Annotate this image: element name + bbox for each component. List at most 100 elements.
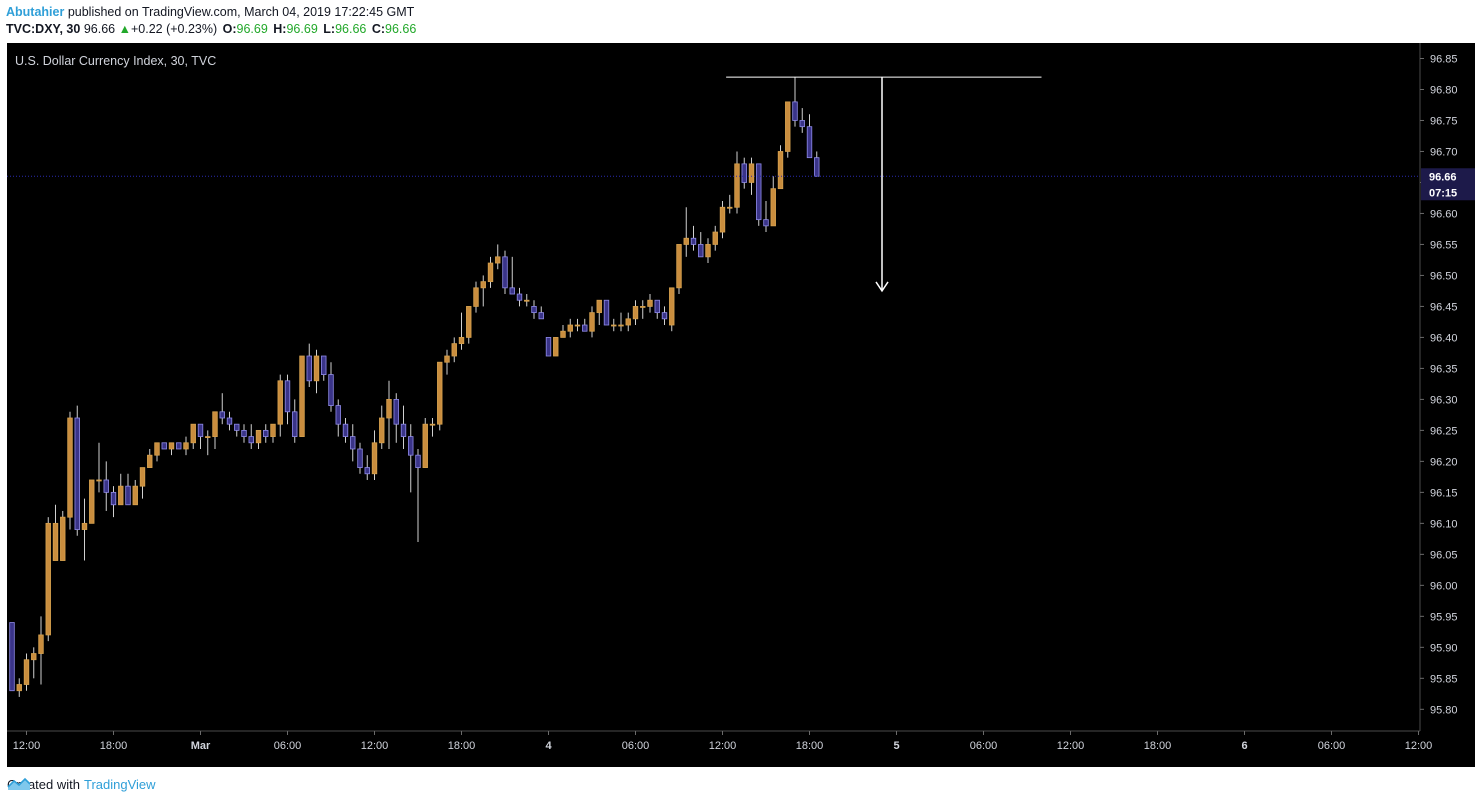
candle-body bbox=[74, 417, 80, 530]
candle-body bbox=[756, 163, 762, 221]
drawings-layer[interactable] bbox=[726, 76, 1042, 293]
candle-body bbox=[292, 411, 298, 437]
candle-body bbox=[799, 120, 805, 128]
last-price-label: 96.66 bbox=[1429, 171, 1457, 183]
candle-body bbox=[589, 312, 595, 332]
low-value: 96.66 bbox=[335, 22, 367, 36]
candle-body bbox=[429, 423, 436, 426]
candle-body bbox=[458, 337, 465, 345]
candle-body bbox=[9, 622, 15, 692]
chart-header: Abutahier published on TradingView.com, … bbox=[6, 4, 416, 38]
candle-body bbox=[567, 324, 573, 332]
candle-body bbox=[647, 299, 653, 307]
candle-body bbox=[52, 522, 59, 561]
candle-body bbox=[777, 151, 784, 190]
candle-body bbox=[770, 188, 776, 227]
candle-body bbox=[480, 281, 486, 289]
candle-body bbox=[495, 256, 501, 264]
candle-body bbox=[538, 312, 544, 320]
candle-body bbox=[183, 442, 189, 450]
price-tick-label: 96.80 bbox=[1430, 84, 1458, 96]
change-value: +0.22 (+0.23%) bbox=[130, 22, 218, 36]
candle-body bbox=[603, 299, 610, 326]
time-tick-label: 12:00 bbox=[13, 740, 41, 752]
candle-body bbox=[516, 293, 523, 301]
candle-body bbox=[335, 405, 341, 425]
time-tick-label: 12:00 bbox=[1405, 740, 1433, 752]
time-tick-label: Mar bbox=[191, 740, 211, 752]
price-tick-label: 96.40 bbox=[1430, 332, 1458, 344]
price-tick-label: 96.50 bbox=[1430, 270, 1458, 282]
candle-body bbox=[698, 244, 704, 258]
time-axis[interactable]: 12:00 18:00 Mar 06:00 12:00 18:00 4 06:00 12:00 1… bbox=[7, 730, 1433, 752]
last-price-badge bbox=[1421, 168, 1475, 201]
price-axis[interactable]: 95.80 95.85 95.90 95.95 96.00 96.05 96.10 96.15… bbox=[1419, 43, 1475, 731]
time-tick-label: 4 bbox=[545, 740, 552, 752]
time-tick-label: 6 bbox=[1241, 740, 1247, 752]
legend-line: TVC:DXY, 30 96.66 ▲+0.22 (+0.23%) O:96.6… bbox=[6, 21, 416, 38]
high-value: 96.69 bbox=[286, 22, 318, 36]
tradingview-logo-icon[interactable] bbox=[7, 777, 31, 791]
candle-body bbox=[596, 299, 602, 314]
candle-body bbox=[313, 355, 320, 382]
candle-body bbox=[553, 337, 559, 357]
candle-body bbox=[792, 101, 798, 121]
candle-body bbox=[241, 429, 247, 437]
candle-body bbox=[400, 423, 407, 437]
candle-body bbox=[806, 126, 813, 159]
candle-body bbox=[632, 306, 639, 320]
candle-body bbox=[734, 163, 740, 208]
candle-body bbox=[611, 324, 617, 327]
candle-body bbox=[270, 423, 276, 437]
time-tick-label: 06:00 bbox=[274, 740, 302, 752]
candle-body bbox=[408, 436, 414, 456]
candle-body bbox=[67, 417, 73, 518]
candle-body bbox=[306, 355, 312, 382]
candle-body bbox=[248, 436, 254, 444]
candle-body bbox=[371, 442, 378, 475]
candle-body bbox=[154, 442, 160, 456]
candle-body bbox=[422, 423, 428, 468]
candle-body bbox=[437, 361, 443, 425]
candle-body bbox=[574, 324, 581, 327]
candle-body bbox=[640, 306, 646, 308]
time-tick-label: 06:00 bbox=[622, 740, 650, 752]
candle-body bbox=[814, 157, 820, 177]
time-tick-label: 12:00 bbox=[361, 740, 389, 752]
candle-body bbox=[139, 467, 146, 487]
candle-body bbox=[719, 206, 726, 233]
open-value: 96.69 bbox=[236, 22, 268, 36]
high-label: H: bbox=[273, 22, 287, 36]
candle-body bbox=[357, 448, 363, 468]
price-tick-label: 96.05 bbox=[1430, 549, 1458, 561]
price-tick-label: 96.25 bbox=[1430, 425, 1458, 437]
candle-body bbox=[502, 256, 508, 289]
candle-body bbox=[661, 312, 668, 320]
candle-body bbox=[234, 423, 240, 431]
candle-body bbox=[582, 324, 588, 332]
candle-body bbox=[38, 634, 44, 654]
chart-frame[interactable]: 95.80 95.85 95.90 95.95 96.00 96.05 96.10 96.15… bbox=[7, 43, 1475, 767]
author-name[interactable]: Abutahier bbox=[6, 5, 65, 19]
candle-body bbox=[741, 163, 747, 183]
candle-body bbox=[23, 659, 30, 685]
price-tick-label: 96.15 bbox=[1430, 487, 1458, 499]
time-tick-label: 18:00 bbox=[100, 740, 128, 752]
candle-body bbox=[321, 355, 327, 376]
time-tick-label: 18:00 bbox=[796, 740, 824, 752]
candle-body bbox=[31, 653, 37, 661]
tradingview-link[interactable]: TradingView bbox=[83, 777, 156, 792]
published-text: published on TradingView.com, March 04, … bbox=[64, 5, 415, 19]
candle-body bbox=[545, 337, 552, 357]
candle-body bbox=[89, 479, 95, 524]
down-arrow-icon bbox=[875, 281, 889, 293]
candle-body bbox=[125, 485, 131, 506]
time-tick-label: 06:00 bbox=[970, 740, 998, 752]
candle-body bbox=[451, 343, 457, 357]
candlestick-chart[interactable]: 95.80 95.85 95.90 95.95 96.00 96.05 96.10 96.15… bbox=[7, 43, 1475, 767]
candle-body bbox=[748, 163, 755, 183]
candle-body bbox=[560, 330, 566, 338]
candle-body bbox=[161, 442, 167, 450]
candle-body bbox=[212, 411, 218, 437]
plot-area[interactable] bbox=[7, 77, 1420, 697]
